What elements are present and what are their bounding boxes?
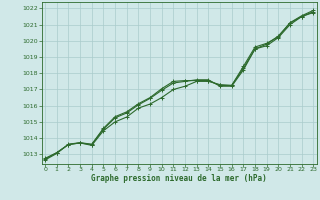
X-axis label: Graphe pression niveau de la mer (hPa): Graphe pression niveau de la mer (hPa)	[91, 174, 267, 183]
